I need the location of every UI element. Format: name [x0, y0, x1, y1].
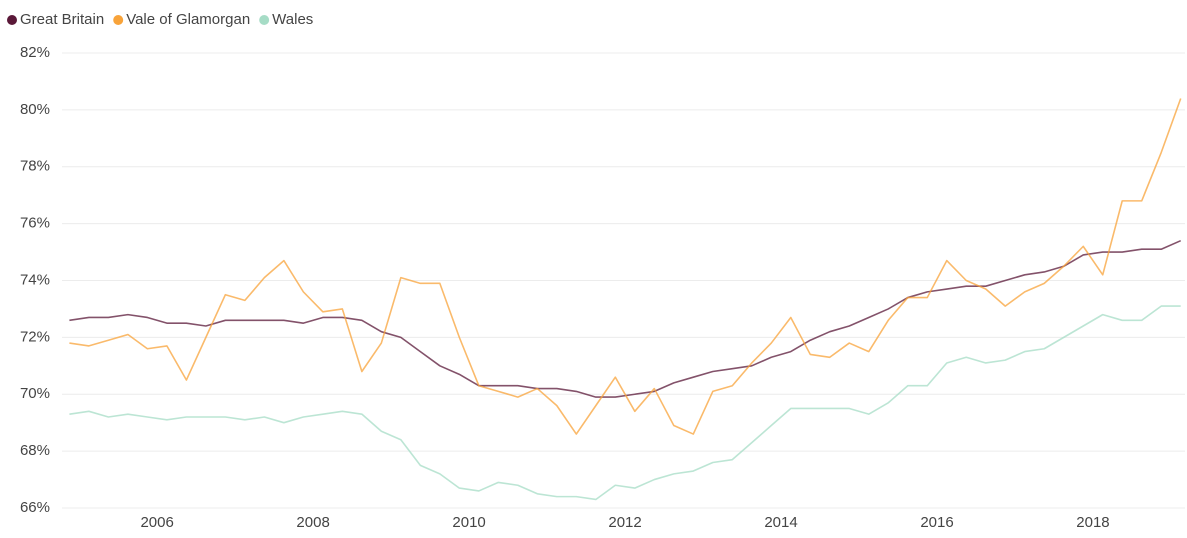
y-tick-label: 76% — [20, 215, 50, 232]
x-tick-label: 2012 — [608, 514, 641, 531]
y-tick-label: 78% — [20, 158, 50, 175]
x-tick-label: 2016 — [920, 514, 953, 531]
legend-label: Wales — [272, 11, 313, 28]
y-tick-label: 66% — [20, 499, 50, 516]
series-line — [69, 239, 1182, 398]
y-tick-label: 80% — [20, 101, 50, 118]
legend-marker — [259, 15, 270, 25]
x-tick-label: 2006 — [140, 514, 173, 531]
x-tick-label: 2010 — [452, 514, 485, 531]
legend-marker — [7, 15, 17, 25]
y-tick-label: 74% — [20, 271, 50, 288]
legend-marker — [113, 15, 124, 25]
series-line — [69, 98, 1182, 435]
y-tick-label: 72% — [20, 328, 50, 345]
y-tick-label: 82% — [20, 44, 50, 61]
x-tick-label: 2014 — [764, 514, 797, 531]
y-tick-label: 68% — [20, 442, 50, 459]
legend-label: Great Britain — [20, 11, 104, 28]
legend-label: Vale of Glamorgan — [126, 11, 250, 28]
x-tick-label: 2018 — [1076, 514, 1109, 531]
y-tick-label: 70% — [20, 385, 50, 402]
x-tick-label: 2008 — [296, 514, 329, 531]
series-line — [69, 305, 1181, 501]
